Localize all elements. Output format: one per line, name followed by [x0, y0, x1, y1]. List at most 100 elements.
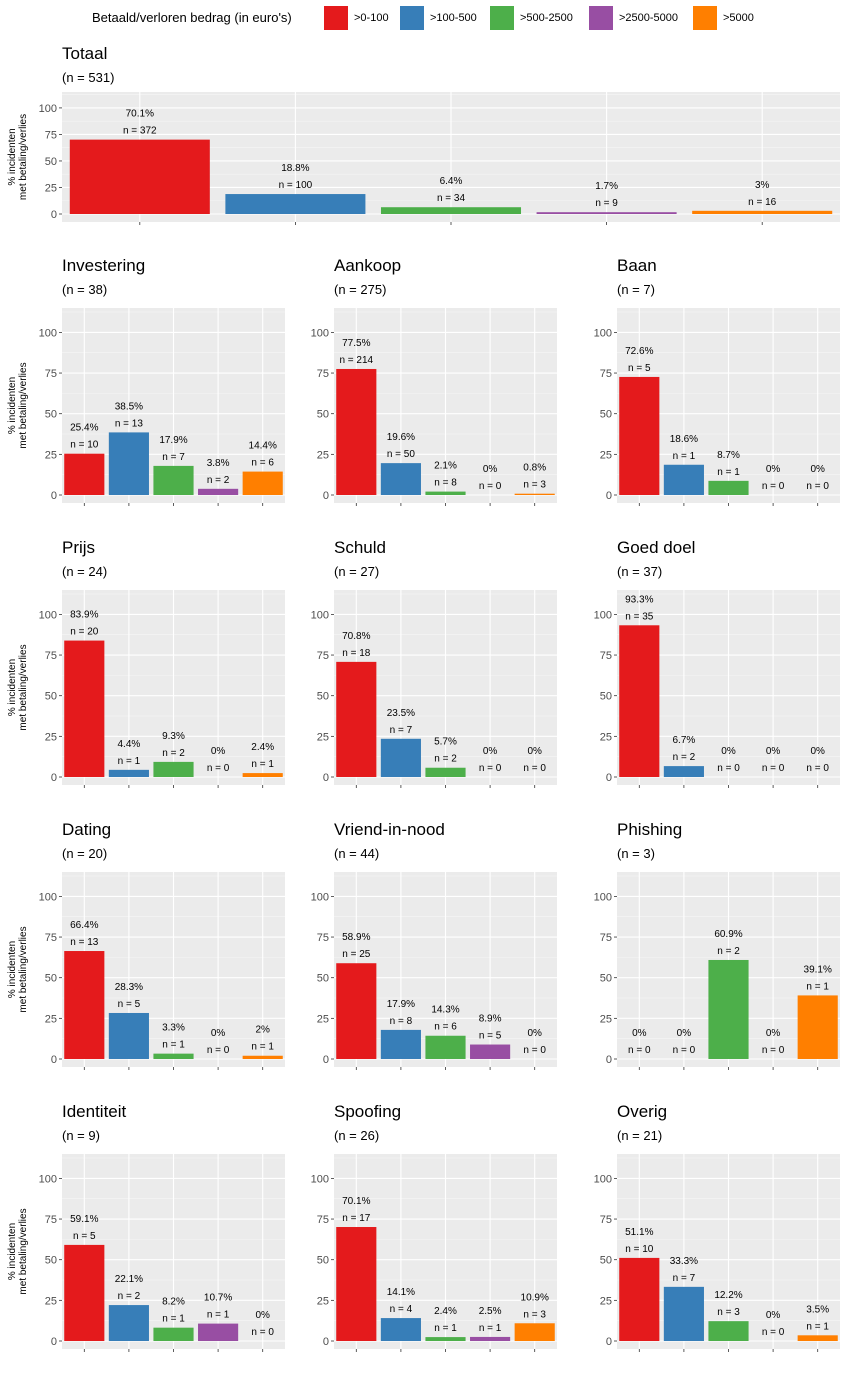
panel-12-n-label-4: n = 1 [806, 1321, 829, 1332]
panel-6-n-label-4: n = 0 [806, 763, 829, 774]
panel-1-n-label-0: n = 10 [70, 440, 99, 451]
panel-10-n-label-1: n = 2 [118, 1291, 141, 1302]
panel-9-n-label-3: n = 0 [762, 1045, 785, 1056]
panel-1-n-label-1: n = 13 [115, 418, 144, 429]
panel-6-pct-label-2: 0% [721, 746, 736, 757]
panel-10-n-label-2: n = 1 [162, 1314, 185, 1325]
panel-10-title: Identiteit [62, 1102, 127, 1121]
panel-6-pct-label-0: 93.3% [625, 594, 653, 605]
panel-10-pct-label-3: 10.7% [204, 1293, 232, 1304]
panel-4-ylabel-line1: % incidenten [7, 659, 18, 716]
panel-8-pct-label-1: 17.9% [387, 999, 415, 1010]
panel-10-bar-2 [153, 1327, 194, 1341]
panel-9-ytick-label: 50 [600, 973, 612, 985]
legend-label-4: >5000 [723, 12, 754, 24]
panel-4-bar-2 [153, 761, 194, 777]
panel-12-n-label-1: n = 7 [673, 1273, 696, 1284]
panel-12-pct-label-1: 33.3% [670, 1256, 698, 1267]
panel-2-ytick-label: 25 [317, 449, 329, 461]
panel-11-ytick-label: 0 [323, 1336, 329, 1348]
panel-11-bar-3 [470, 1336, 511, 1341]
panel-10-n-label-3: n = 1 [207, 1310, 230, 1321]
panel-7-title: Dating [62, 820, 111, 839]
panel-4-ytick-label: 25 [45, 731, 57, 743]
panel-9-title: Phishing [617, 820, 682, 839]
panel-0-title: Totaal [62, 44, 107, 63]
panel-7-ylabel-line1: % incidenten [7, 941, 18, 998]
panel-10-ylabel-line1: % incidenten [7, 1223, 18, 1280]
panel-8-ytick-label: 75 [317, 932, 329, 944]
panel-1-bar-2 [153, 465, 194, 495]
panel-12-n-label-2: n = 3 [717, 1307, 740, 1318]
panel-6-ytick-label: 75 [600, 650, 612, 662]
panel-1-pct-label-1: 38.5% [115, 401, 143, 412]
panel-8-n-label-2: n = 6 [434, 1022, 457, 1033]
panel-11-bar-2 [425, 1337, 466, 1341]
panel-3-n-label-0: n = 5 [628, 363, 651, 374]
panel-4-n-label-2: n = 2 [162, 748, 185, 759]
panel-11-bar-1 [380, 1318, 421, 1341]
panel-8-ytick-label: 0 [323, 1054, 329, 1066]
panel-1-bar-0 [64, 453, 105, 495]
panel-3-n-label-2: n = 1 [717, 467, 740, 478]
panel-8-n-label-1: n = 8 [390, 1016, 413, 1027]
panel-9-pct-label-1: 0% [677, 1028, 692, 1039]
panel-10-n-label-4: n = 0 [251, 1327, 274, 1338]
panel-7-bar-0 [64, 951, 105, 1059]
panel-6-pct-label-1: 6.7% [673, 735, 696, 746]
panel-5-bar-2 [425, 767, 466, 777]
panel-0-ytick-label: 100 [39, 103, 57, 115]
panel-1-ytick-label: 75 [45, 368, 57, 380]
panel-5-n-label-4: n = 0 [523, 763, 546, 774]
panel-5-pct-label-3: 0% [483, 746, 498, 757]
panel-1-pct-label-4: 14.4% [249, 441, 277, 452]
panel-11-n-label-1: n = 4 [390, 1304, 413, 1315]
panel-12-bar-2 [708, 1321, 749, 1341]
panel-8-ytick-label: 50 [317, 973, 329, 985]
panel-12-ytick-label: 75 [600, 1214, 612, 1226]
panel-9-subtitle: (n = 3) [617, 846, 655, 861]
panel-5-ytick-label: 50 [317, 691, 329, 703]
panel-0-bar-3 [536, 212, 677, 214]
panel-6-pct-label-3: 0% [766, 746, 781, 757]
panel-10-ytick-label: 25 [45, 1295, 57, 1307]
panel-1-pct-label-0: 25.4% [70, 423, 98, 434]
legend-swatch-0 [324, 6, 348, 30]
panel-11-pct-label-1: 14.1% [387, 1287, 415, 1298]
panel-10-ytick-label: 0 [51, 1336, 57, 1348]
panel-11-pct-label-0: 70.1% [342, 1196, 370, 1207]
panel-11-ytick-label: 100 [311, 1173, 329, 1185]
panel-4-ytick-label: 75 [45, 650, 57, 662]
panel-0-bar-0 [69, 139, 210, 214]
panel-11-bar-0 [336, 1227, 377, 1341]
panel-7-n-label-2: n = 1 [162, 1040, 185, 1051]
panel-9-n-label-2: n = 2 [717, 946, 740, 957]
panel-1-bar-3 [198, 488, 239, 495]
panel-11-pct-label-3: 2.5% [479, 1306, 502, 1317]
panel-8-n-label-0: n = 25 [342, 949, 371, 960]
panel-5-pct-label-1: 23.5% [387, 708, 415, 719]
panel-7-pct-label-2: 3.3% [162, 1023, 185, 1034]
panel-3-subtitle: (n = 7) [617, 282, 655, 297]
legend-label-0: >0-100 [354, 12, 389, 24]
panel-3-pct-label-3: 0% [766, 464, 781, 475]
panel-3-title: Baan [617, 256, 657, 275]
panel-2-n-label-4: n = 3 [523, 480, 546, 491]
panel-4-ytick-label: 0 [51, 772, 57, 784]
panel-7-ylabel-line2: met betaling/verlies [18, 926, 29, 1012]
panel-11-ytick-label: 75 [317, 1214, 329, 1226]
panel-0-pct-label-3: 1.7% [595, 181, 618, 192]
panel-5-n-label-2: n = 2 [434, 754, 457, 765]
panel-8-bar-3 [470, 1044, 511, 1059]
panel-4-pct-label-4: 2.4% [251, 742, 274, 753]
panel-9-pct-label-4: 39.1% [804, 964, 832, 975]
panel-8-pct-label-0: 58.9% [342, 932, 370, 943]
panel-6-n-label-3: n = 0 [762, 763, 785, 774]
panel-9-ytick-label: 75 [600, 932, 612, 944]
panel-8-pct-label-4: 0% [527, 1028, 542, 1039]
panel-2-bar-1 [380, 463, 421, 495]
legend-swatch-2 [490, 6, 514, 30]
panel-9-pct-label-2: 60.9% [714, 929, 742, 940]
panel-2-bar-4 [514, 493, 555, 495]
panel-3-pct-label-4: 0% [810, 464, 825, 475]
